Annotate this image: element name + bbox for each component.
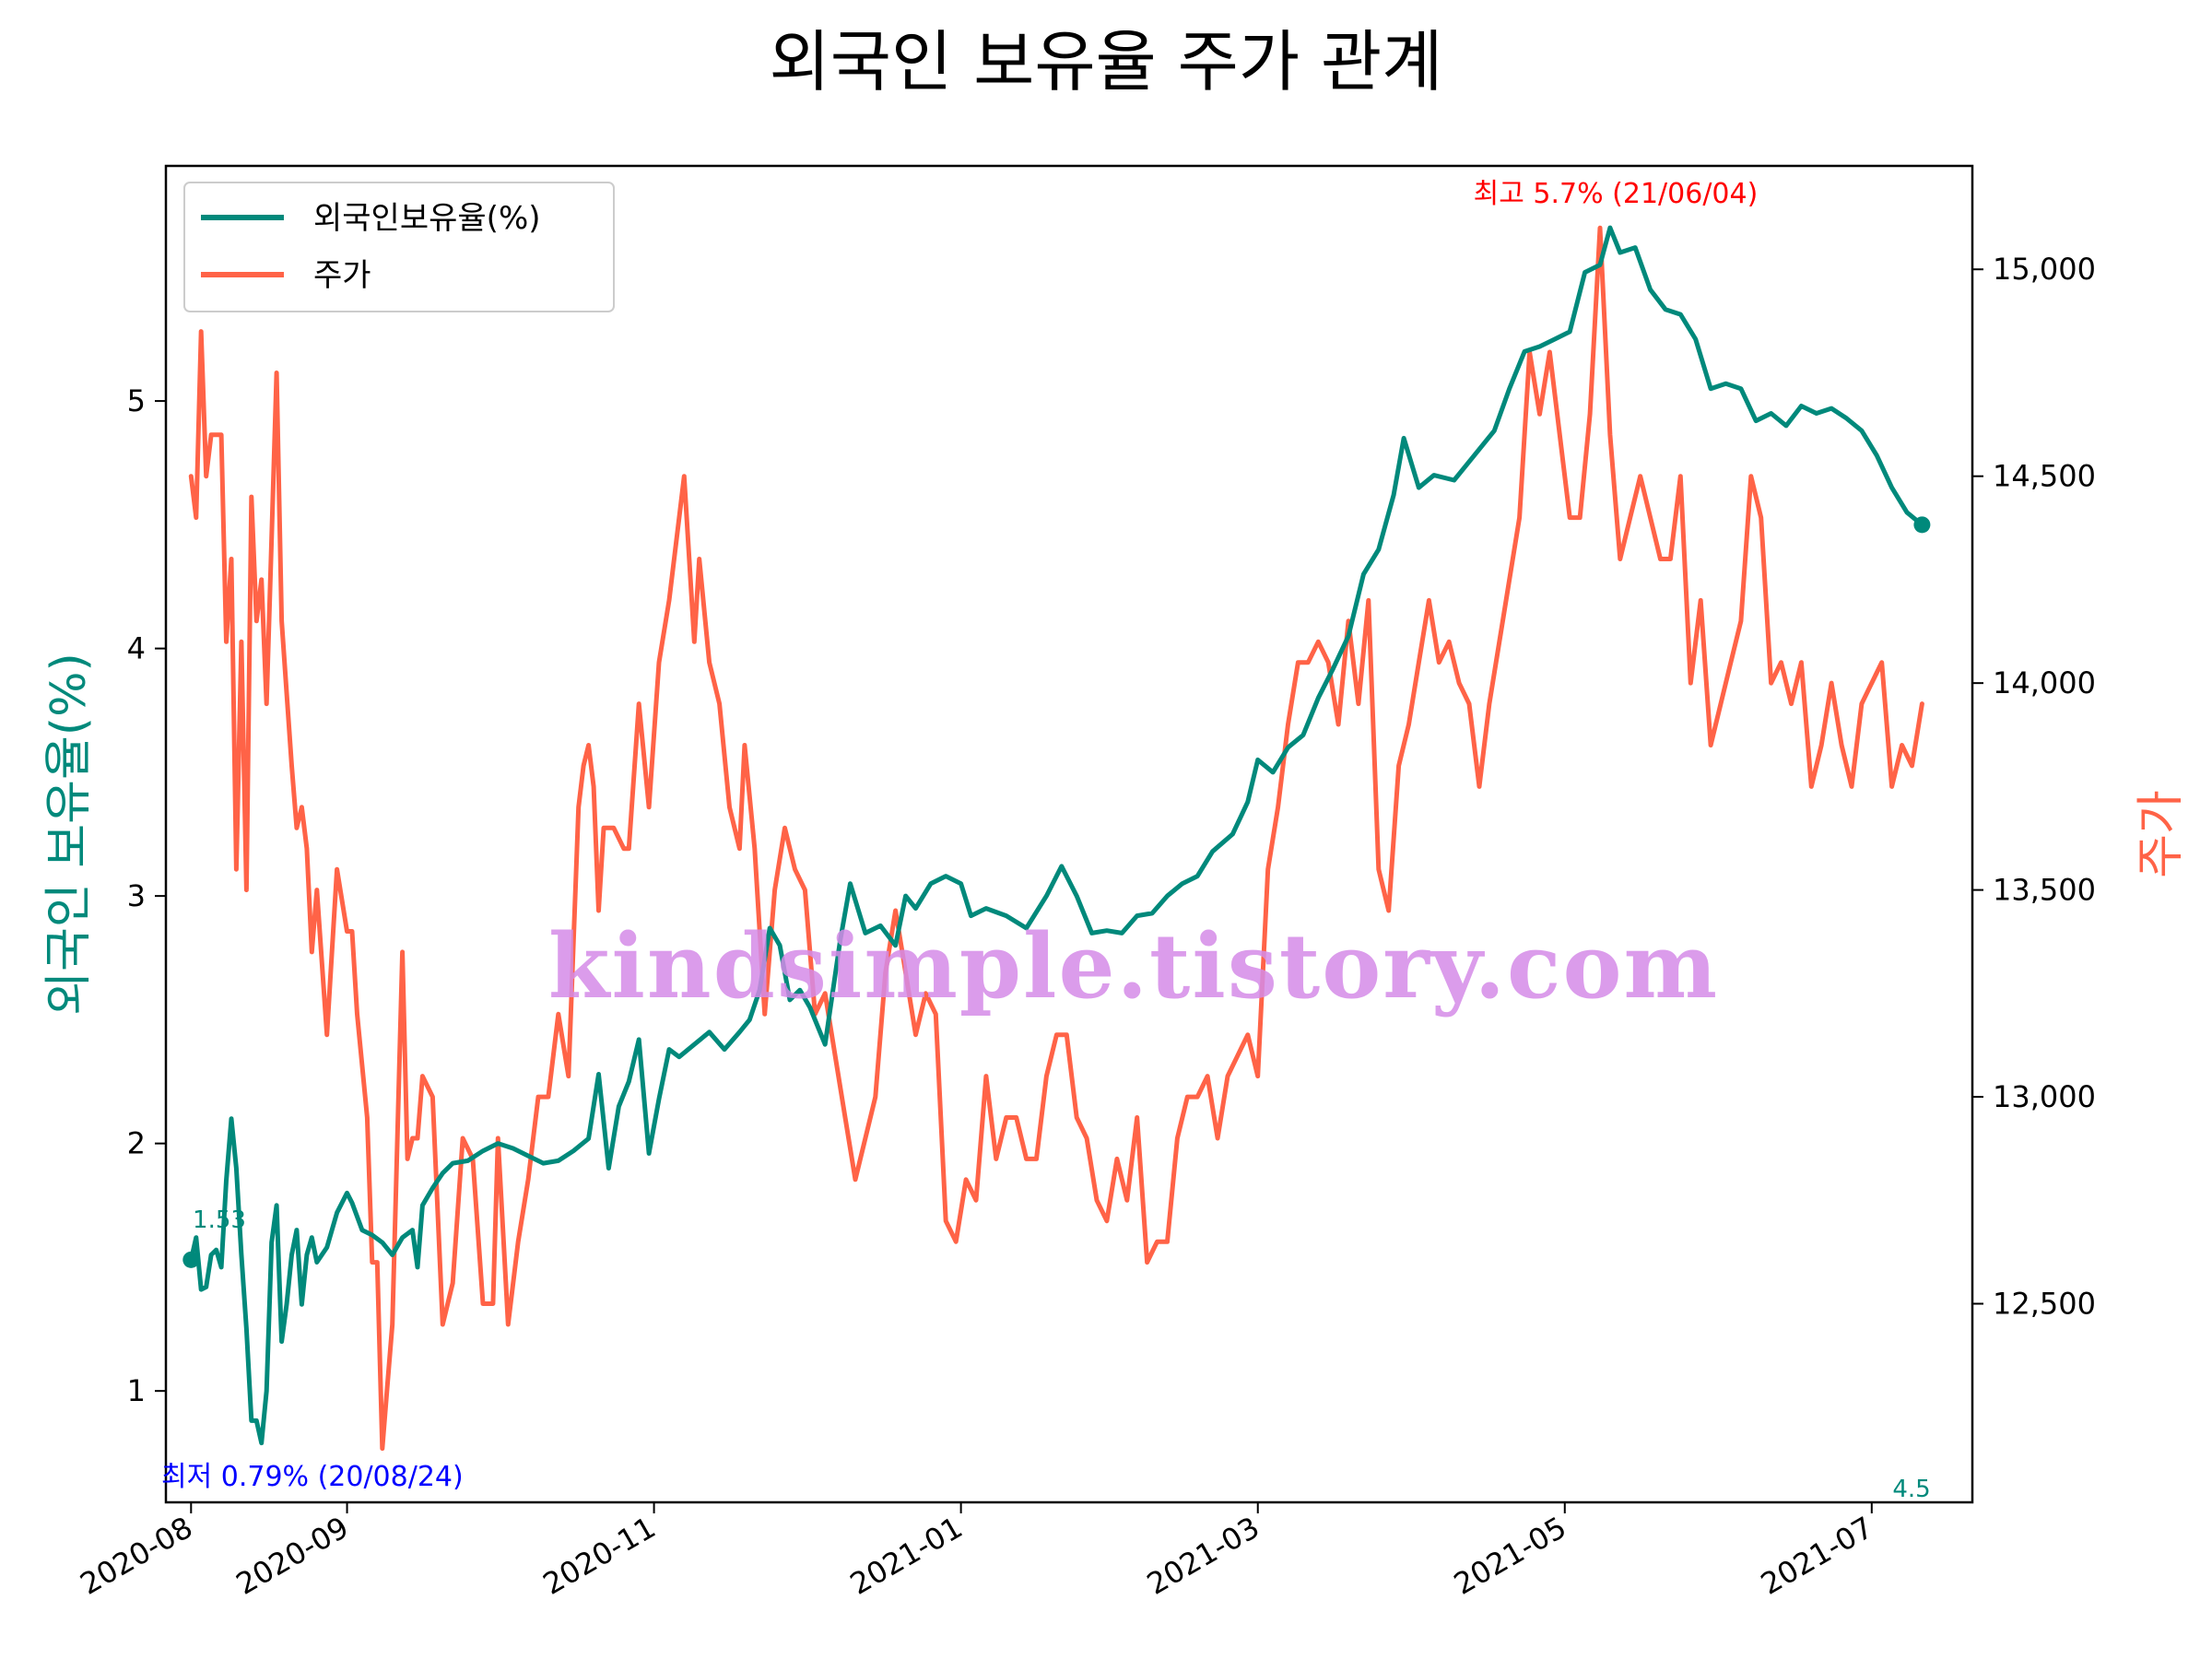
y-left-tick-label: 5 [127, 383, 146, 418]
legend-item-ownership: 외국인보유율(%) [201, 200, 541, 237]
legend-label-price: 주가 [313, 257, 371, 294]
ownership-series-line [188, 225, 1924, 1446]
y-left-tick-label: 4 [127, 631, 146, 666]
series-layer [182, 225, 1931, 1452]
y-right-tick-label: 13,500 [1993, 873, 2096, 908]
x-tick-label: 2020-08 [75, 1510, 199, 1602]
max-label: 최고 5.7% (21/06/04) [1474, 178, 1759, 210]
price-series-line [188, 225, 1924, 1452]
legend-item-price: 주가 [201, 257, 371, 294]
y-right-tick-label: 15,000 [1993, 252, 2096, 287]
y-right-tick-label: 14,500 [1993, 459, 2096, 494]
min-label: 최저 0.79% (20/08/24) [161, 1461, 464, 1493]
y-right-tick-label: 14,000 [1993, 665, 2096, 700]
x-tick-label: 2021-05 [1448, 1510, 1572, 1602]
plot-frame [164, 164, 1974, 1504]
chart-title: 외국인 보유율 주가 관계 [769, 23, 1442, 100]
x-tick-label: 2020-09 [230, 1510, 355, 1602]
start-value-label: 1.53 [193, 1206, 246, 1234]
y-right-tick-label: 13,000 [1993, 1079, 2096, 1114]
annotation-min: 최저 0.79% (20/08/24) [161, 1461, 464, 1493]
legend-box [183, 182, 615, 312]
y-right-tick-label: 12,500 [1993, 1287, 2096, 1322]
end-point-marker [1913, 516, 1931, 534]
x-tick-label: 2021-03 [1141, 1510, 1265, 1602]
start-point-marker [182, 1251, 200, 1268]
y-axis-label-right: 주가 [2134, 790, 2189, 878]
y-left-tick-label: 3 [127, 878, 146, 913]
y-left-tick-label: 2 [127, 1126, 146, 1161]
legend: 외국인보유율(%) 주가 [183, 182, 615, 312]
annotation-max: 최고 5.7% (21/06/04) [1474, 178, 1759, 210]
watermark: kindsimple.tistory.com [548, 914, 1719, 1018]
legend-label-ownership: 외국인보유율(%) [313, 200, 541, 237]
x-tick-label: 2020-11 [537, 1510, 662, 1602]
y-axis-label-left: 외국인 보유율(%) [41, 653, 97, 1016]
y-left-tick-label: 1 [127, 1373, 146, 1408]
x-tick-label: 2021-07 [1755, 1510, 1879, 1602]
end-value-label: 4.5 [1892, 1476, 1930, 1503]
x-tick-label: 2021-01 [844, 1510, 969, 1602]
